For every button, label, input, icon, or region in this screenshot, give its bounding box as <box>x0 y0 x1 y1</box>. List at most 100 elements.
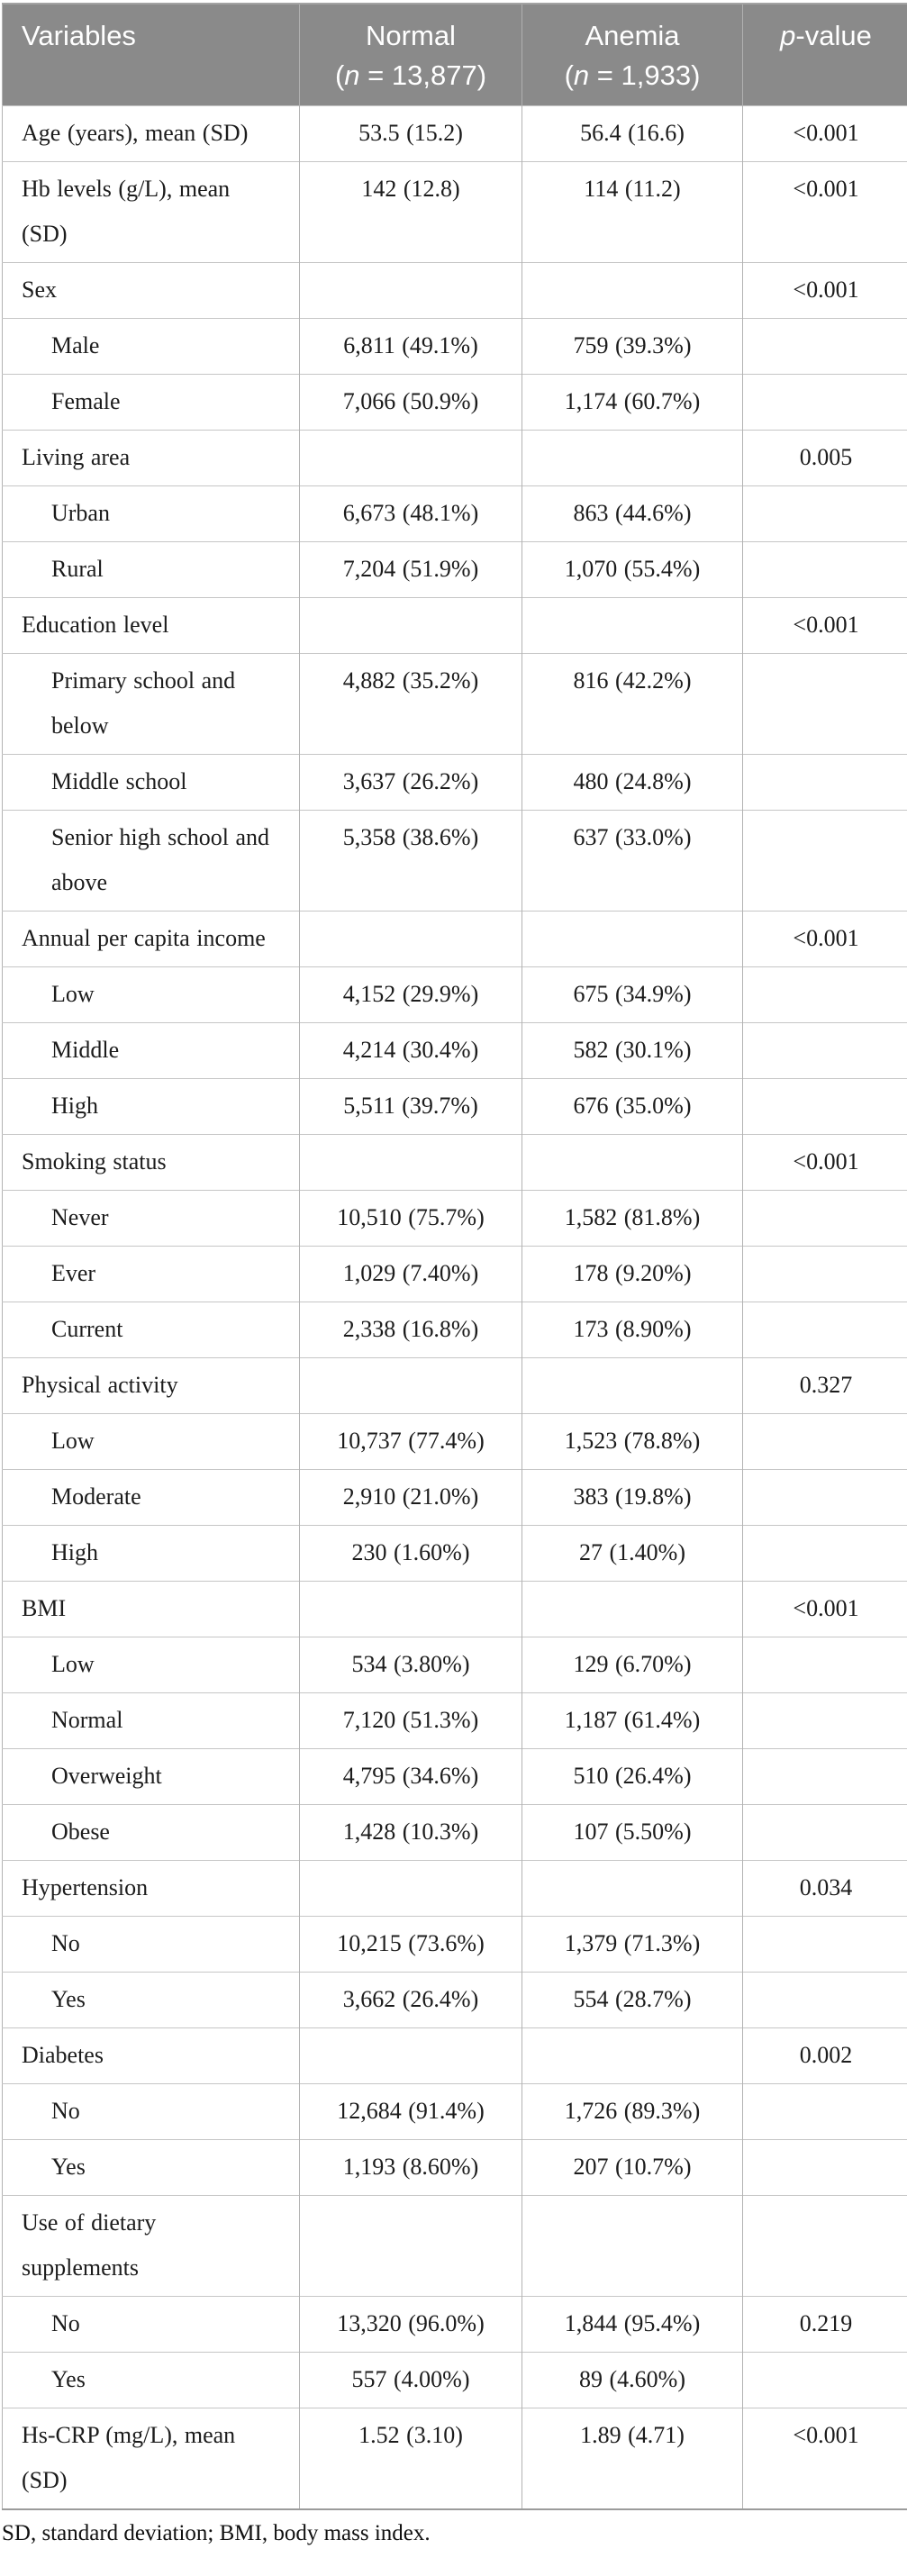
variable-cell: Normal <box>2 1692 300 1748</box>
normal-value-cell <box>299 1580 522 1637</box>
p-value-cell <box>742 652 907 754</box>
baseline-characteristics-table: Variables Normal (n = 13,877) Anemia (n … <box>2 3 907 2510</box>
variable-cell: Hs-CRP (mg/L), mean (SD) <box>2 2407 300 2509</box>
variable-cell: Female <box>2 373 300 430</box>
variable-cell: Obese <box>2 1803 300 1860</box>
table-row: Low 10,737 (77.4%) 1,523 (78.8%) <box>2 1412 907 1469</box>
table-row: Middle school 3,637 (26.2%) 480 (24.8%) <box>2 753 907 810</box>
anemia-value-cell: 480 (24.8%) <box>522 753 743 810</box>
table-row: Urban 6,673 (48.1%) 863 (44.6%) <box>2 485 907 541</box>
p-value-cell <box>742 1747 907 1804</box>
normal-value-cell: 557 (4.00%) <box>299 2351 522 2408</box>
variable-cell: No <box>2 1915 300 1972</box>
anemia-value-cell: 1,174 (60.7%) <box>522 373 743 430</box>
anemia-value-cell <box>522 596 743 653</box>
normal-value-cell: 7,120 (51.3%) <box>299 1692 522 1748</box>
table-row: Ever 1,029 (7.40%) 178 (9.20%) <box>2 1245 907 1302</box>
table-row: Use of dietary supplements <box>2 2194 907 2296</box>
anemia-value-cell: 207 (10.7%) <box>522 2138 743 2195</box>
variable-cell: Ever <box>2 1245 300 1302</box>
normal-value-cell: 1,428 (10.3%) <box>299 1803 522 1860</box>
normal-value-cell: 5,511 (39.7%) <box>299 1077 522 1134</box>
anemia-value-cell <box>522 1133 743 1190</box>
table-row: Low 534 (3.80%) 129 (6.70%) <box>2 1636 907 1692</box>
p-value-cell <box>742 2082 907 2139</box>
variable-cell: Smoking status <box>2 1133 300 1190</box>
normal-value-cell <box>299 1859 522 1916</box>
anemia-value-cell <box>522 429 743 485</box>
p-value-cell: 0.327 <box>742 1356 907 1413</box>
variables-header-label: Variables <box>22 20 136 51</box>
anemia-value-cell: 89 (4.60%) <box>522 2351 743 2408</box>
table-body: Age (years), mean (SD) 53.5 (15.2) 56.4 (1… <box>2 104 907 2509</box>
table-row: Primary school and below 4,882 (35.2%) 816… <box>2 652 907 754</box>
table-row: Annual per capita income <0.001 <box>2 910 907 966</box>
table-row: Yes 1,193 (8.60%) 207 (10.7%) <box>2 2138 907 2195</box>
table-row: Yes 557 (4.00%) 89 (4.60%) <box>2 2351 907 2408</box>
normal-value-cell: 4,795 (34.6%) <box>299 1747 522 1804</box>
table-row: Low 4,152 (29.9%) 675 (34.9%) <box>2 966 907 1022</box>
p-value-cell: 0.034 <box>742 1859 907 1916</box>
normal-value-cell: 5,358 (38.6%) <box>299 809 522 911</box>
normal-value-cell <box>299 1356 522 1413</box>
normal-value-cell <box>299 1133 522 1190</box>
table-row: Sex <0.001 <box>2 261 907 318</box>
variable-cell: Living area <box>2 429 300 485</box>
normal-value-cell: 230 (1.60%) <box>299 1524 522 1581</box>
table-row: Living area 0.005 <box>2 429 907 485</box>
variable-cell: Diabetes <box>2 2027 300 2083</box>
p-value-cell: <0.001 <box>742 160 907 262</box>
variable-cell: Current <box>2 1301 300 1357</box>
anemia-value-cell <box>522 2027 743 2083</box>
normal-value-cell: 4,882 (35.2%) <box>299 652 522 754</box>
anemia-value-cell: 863 (44.6%) <box>522 485 743 541</box>
column-header-anemia: Anemia (n = 1,933) <box>522 4 743 105</box>
variable-cell: Yes <box>2 2138 300 2195</box>
variable-cell: Never <box>2 1189 300 1246</box>
normal-value-cell <box>299 2027 522 2083</box>
variable-cell: BMI <box>2 1580 300 1637</box>
p-value-cell <box>742 1803 907 1860</box>
variable-cell: Middle <box>2 1021 300 1078</box>
normal-value-cell: 1,029 (7.40%) <box>299 1245 522 1302</box>
p-value-cell <box>742 809 907 911</box>
normal-value-cell: 7,066 (50.9%) <box>299 373 522 430</box>
variable-cell: Overweight <box>2 1747 300 1804</box>
variable-cell: Rural <box>2 540 300 597</box>
table-row: Obese 1,428 (10.3%) 107 (5.50%) <box>2 1803 907 1860</box>
anemia-value-cell: 759 (39.3%) <box>522 317 743 374</box>
variable-cell: Moderate <box>2 1468 300 1525</box>
n-symbol: n <box>573 59 590 91</box>
normal-value-cell: 534 (3.80%) <box>299 1636 522 1692</box>
table-row: Normal 7,120 (51.3%) 1,187 (61.4%) <box>2 1692 907 1748</box>
anemia-value-cell: 582 (30.1%) <box>522 1021 743 1078</box>
p-value-cell: <0.001 <box>742 1580 907 1637</box>
p-value-cell: <0.001 <box>742 596 907 653</box>
p-value-cell: <0.001 <box>742 104 907 161</box>
normal-value-cell: 10,737 (77.4%) <box>299 1412 522 1469</box>
variable-cell: High <box>2 1077 300 1134</box>
normal-value-cell <box>299 2194 522 2296</box>
p-value-cell <box>742 1021 907 1078</box>
table-row: Senior high school and above 5,358 (38.6%… <box>2 809 907 911</box>
p-value-cell <box>742 540 907 597</box>
variable-cell: Education level <box>2 596 300 653</box>
anemia-value-cell: 554 (28.7%) <box>522 1971 743 2027</box>
normal-value-cell: 142 (12.8) <box>299 160 522 262</box>
anemia-value-cell: 1,582 (81.8%) <box>522 1189 743 1246</box>
variable-cell: No <box>2 2082 300 2139</box>
normal-value-cell: 3,662 (26.4%) <box>299 1971 522 2027</box>
normal-value-cell: 4,152 (29.9%) <box>299 966 522 1022</box>
anemia-value-cell <box>522 910 743 966</box>
table-row: Middle 4,214 (30.4%) 582 (30.1%) <box>2 1021 907 1078</box>
variable-cell: High <box>2 1524 300 1581</box>
variable-cell: Annual per capita income <box>2 910 300 966</box>
anemia-value-cell: 114 (11.2) <box>522 160 743 262</box>
anemia-value-cell: 178 (9.20%) <box>522 1245 743 1302</box>
table-row: Never 10,510 (75.7%) 1,582 (81.8%) <box>2 1189 907 1246</box>
p-value-cell: 0.005 <box>742 429 907 485</box>
anemia-value-cell: 1,523 (78.8%) <box>522 1412 743 1469</box>
variable-cell: Use of dietary supplements <box>2 2194 300 2296</box>
n-symbol: n <box>344 59 360 91</box>
